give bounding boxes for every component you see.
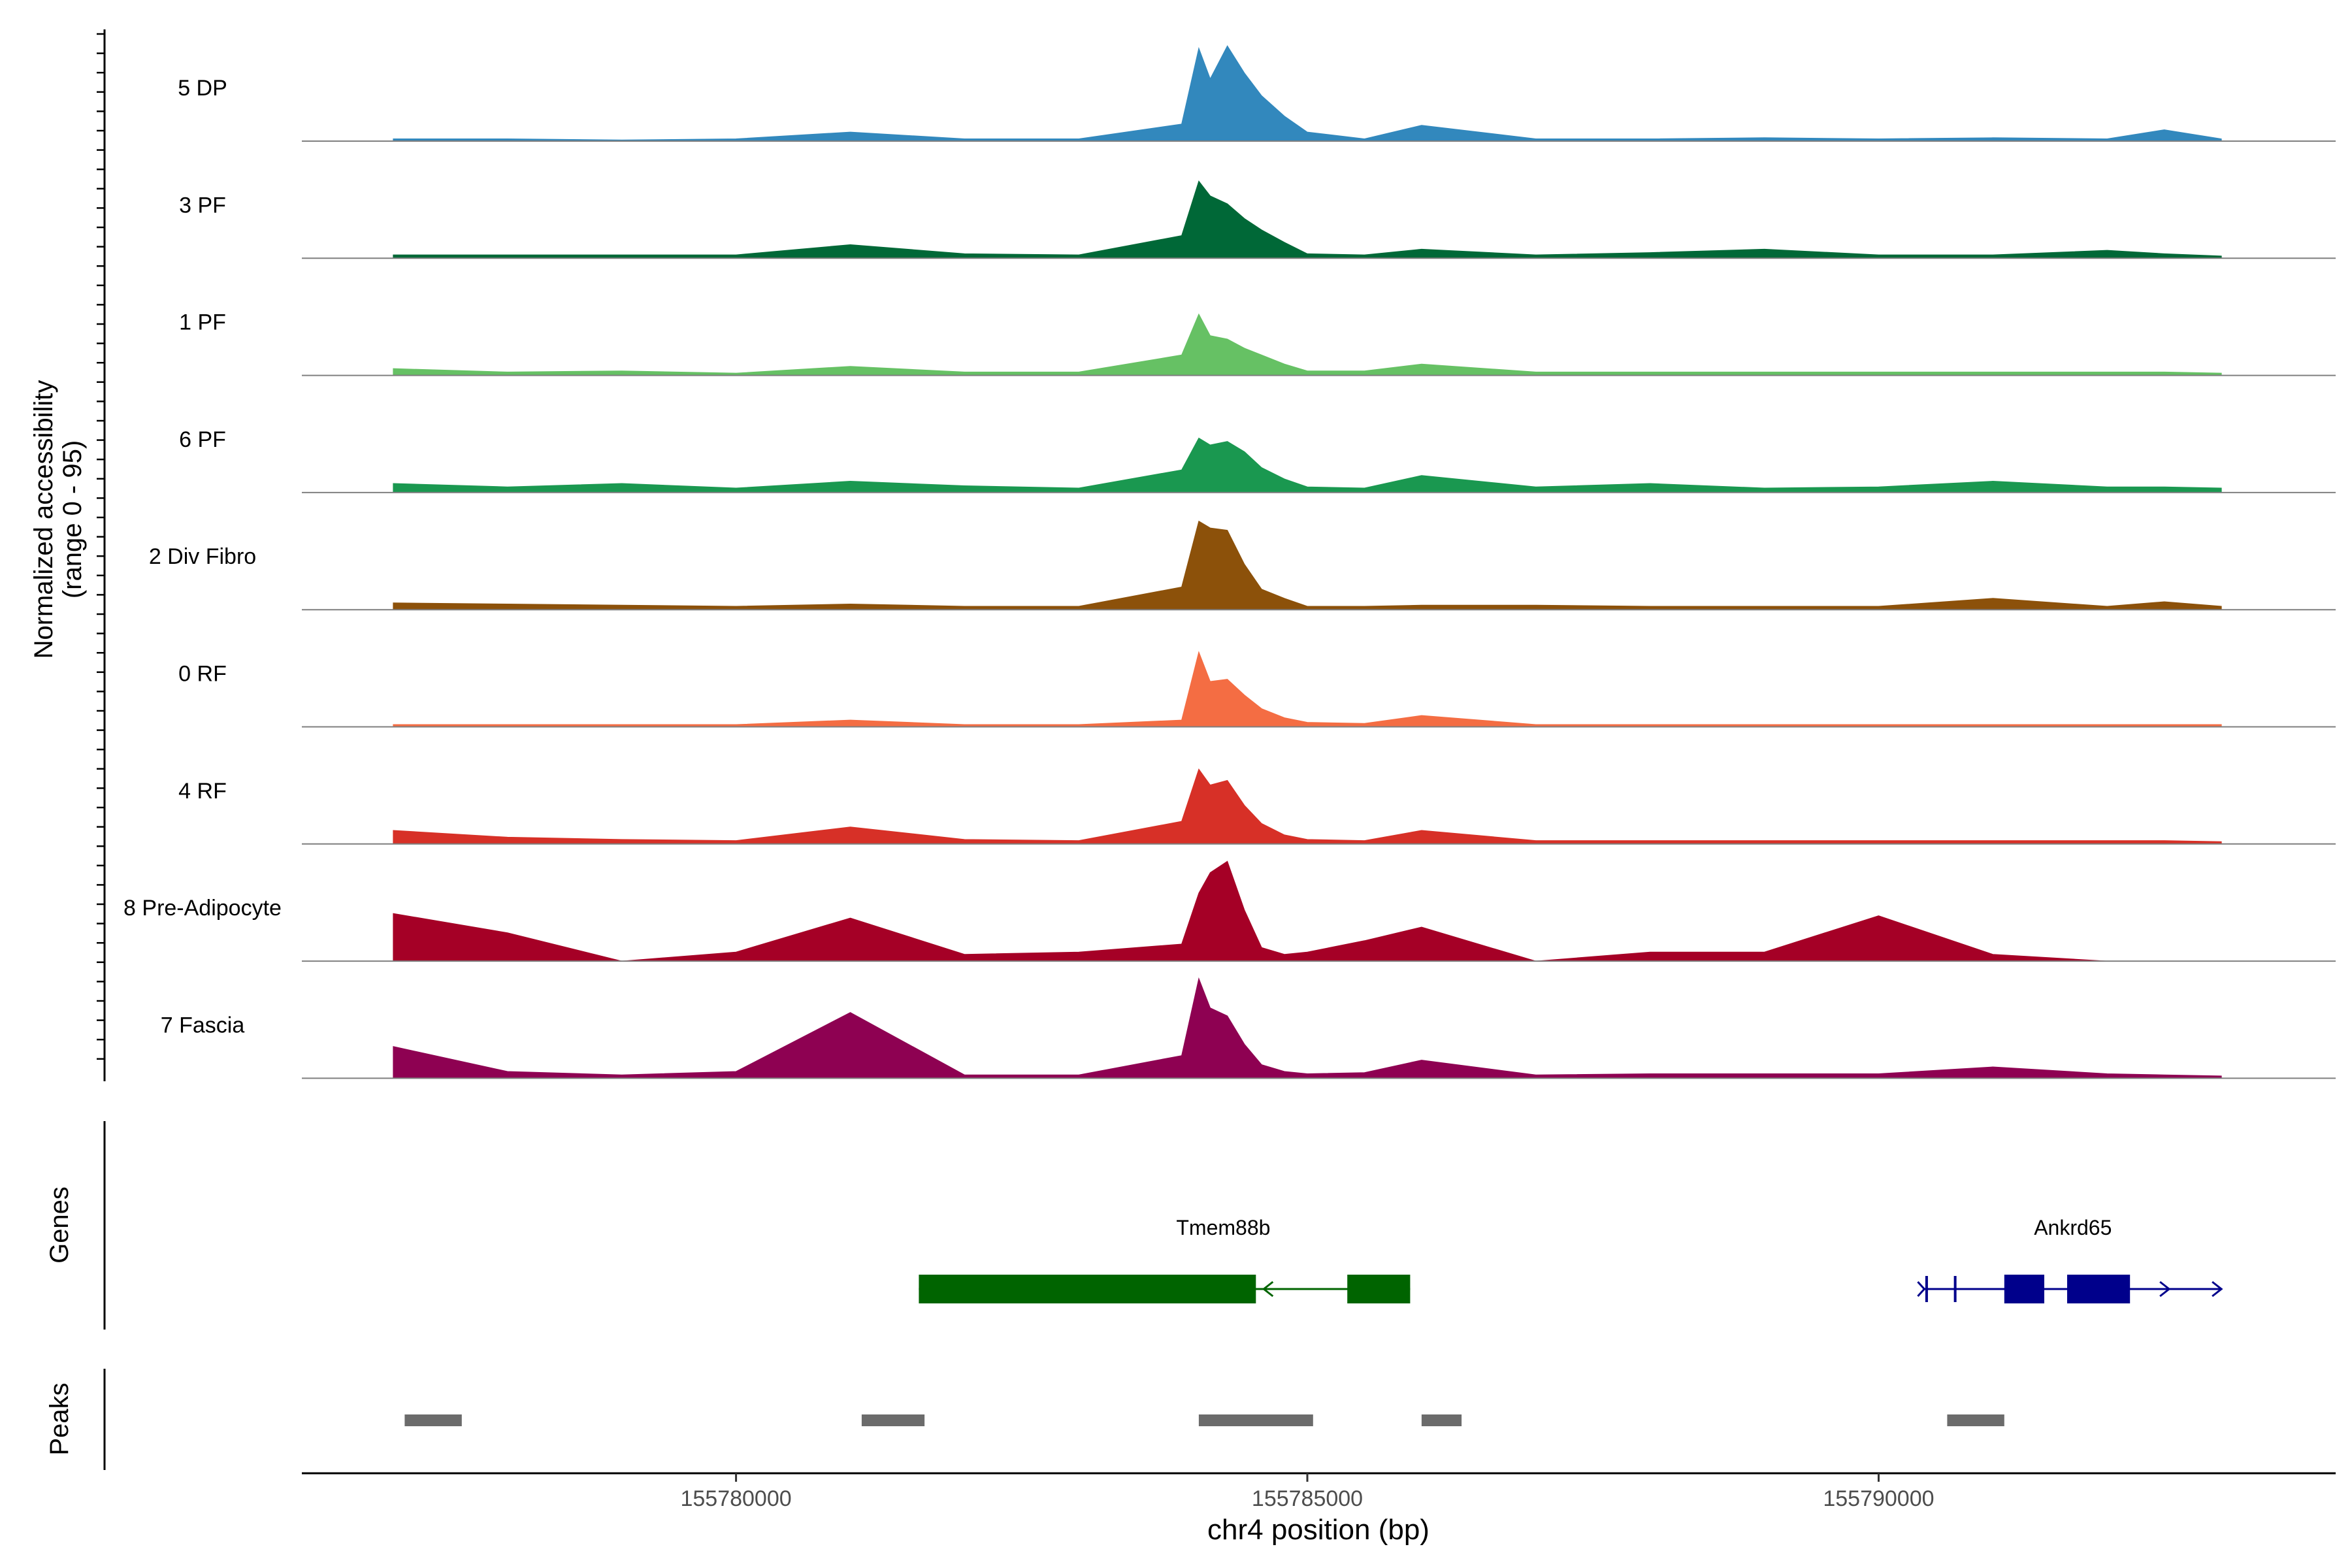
coverage-area — [393, 768, 2222, 845]
y-axis-title-line1: Normalized accessibility — [29, 380, 58, 659]
x-tick-label: 155790000 — [1823, 1486, 1934, 1511]
track-3-pf: 3 PF — [179, 180, 2336, 259]
gene-label: Tmem88b — [1176, 1216, 1270, 1239]
y-axis-ticks — [97, 33, 105, 1060]
strand-arrow — [2212, 1281, 2223, 1298]
track-1-pf: 1 PF — [179, 310, 2336, 376]
track-label: 6 PF — [179, 427, 226, 452]
gene-exon — [2004, 1275, 2044, 1303]
track-5-dp: 5 DP — [178, 45, 2336, 142]
gene-exon — [919, 1275, 1256, 1303]
coverage-area — [393, 313, 2222, 376]
track-label: 5 DP — [178, 76, 227, 101]
peak-region — [1198, 1414, 1313, 1426]
track-label: 3 PF — [179, 193, 226, 218]
x-tick-label: 155785000 — [1252, 1486, 1363, 1511]
peak-region — [861, 1414, 925, 1426]
coverage-area — [393, 977, 2222, 1079]
coverage-area — [393, 45, 2222, 142]
y-axis-title-line2: (range 0 - 95) — [58, 440, 87, 598]
coverage-area — [393, 520, 2222, 610]
coverage-area — [393, 860, 2222, 962]
peak-annotations — [404, 1414, 2004, 1426]
strand-arrow — [1917, 1281, 1926, 1298]
track-label: 1 PF — [179, 310, 226, 335]
track-4-rf: 4 RF — [178, 768, 2336, 845]
gene-exon — [2067, 1275, 2131, 1303]
track-label: 7 Fascia — [161, 1013, 245, 1037]
track-label: 2 Div Fibro — [149, 544, 256, 569]
coverage-area — [393, 437, 2222, 493]
peak-region — [404, 1414, 462, 1426]
peak-region — [1421, 1414, 1462, 1426]
track-6-pf: 6 PF — [179, 427, 2336, 493]
strand-arrow — [1262, 1281, 1274, 1298]
track-0-rf: 0 RF — [178, 651, 2336, 728]
track-label: 0 RF — [178, 662, 227, 687]
coverage-area — [393, 180, 2222, 259]
x-tick-label: 155780000 — [680, 1486, 791, 1511]
coverage-tracks: 5 DP 3 PF 1 PF 6 PF 2 Div Fibro 0 RF 4 RF 8 Pre… — [123, 45, 2336, 1079]
gene-ankrd65: Ankrd65 — [1917, 1216, 2223, 1303]
gene-exon — [1347, 1275, 1411, 1303]
track-2-div-fibro: 2 Div Fibro — [149, 520, 2336, 611]
genes-track-label: Genes — [45, 1186, 74, 1264]
track-label: 4 RF — [178, 779, 227, 804]
gene-label: Ankrd65 — [2034, 1216, 2112, 1239]
track-label: 8 Pre-Adipocyte — [123, 896, 282, 921]
track-7-fascia: 7 Fascia — [161, 977, 2336, 1079]
coverage-area — [393, 651, 2222, 727]
gene-tmem88b: Tmem88b — [919, 1216, 1411, 1303]
gene-annotations: Tmem88b Ankrd65 — [919, 1216, 2223, 1303]
x-axis-ticks: 155780000 155785000 155790000 — [680, 1473, 1935, 1511]
strand-arrow — [2159, 1281, 2171, 1298]
x-axis-title: chr4 position (bp) — [1207, 1514, 1429, 1546]
peak-region — [1947, 1414, 2004, 1426]
peaks-track-label: Peaks — [45, 1382, 74, 1455]
track-8-pre-adipocyte: 8 Pre-Adipocyte — [123, 860, 2336, 962]
